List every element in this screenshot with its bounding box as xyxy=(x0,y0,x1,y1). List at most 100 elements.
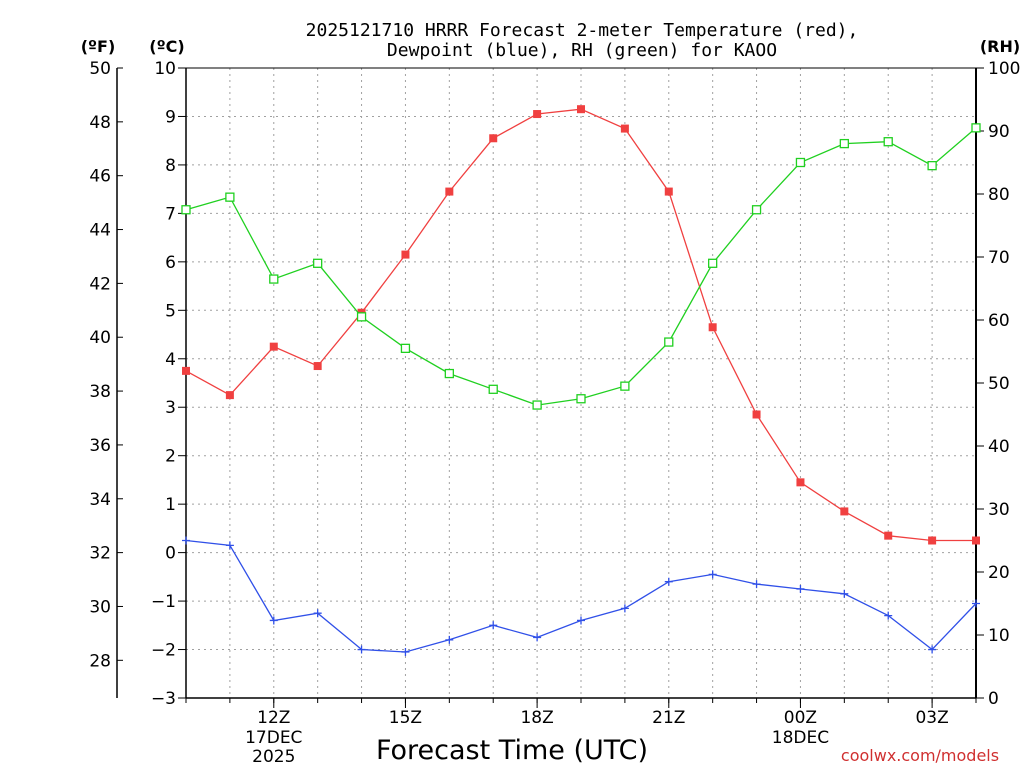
x-tick-label: 00Z xyxy=(784,708,817,728)
rh-point xyxy=(883,137,893,147)
celsius-tick-label: 8 xyxy=(165,156,176,176)
rh-point xyxy=(225,192,235,202)
rh-tick-label: 90 xyxy=(988,122,1010,142)
dewpoint-point xyxy=(313,609,322,618)
dewpoint-point xyxy=(489,621,498,630)
dewpoint-point xyxy=(884,611,893,620)
rh-point xyxy=(839,138,849,149)
celsius-tick-label: 0 xyxy=(165,544,176,564)
rh-tick-label: 80 xyxy=(988,185,1010,205)
temperature-point xyxy=(796,478,805,487)
series-layer xyxy=(181,105,981,656)
axes-layer: −3−2−10123456789102830323436384042444648… xyxy=(89,59,1020,767)
fahrenheit-tick-label: 44 xyxy=(89,221,111,241)
dewpoint-point xyxy=(445,635,454,644)
fahrenheit-tick-label: 28 xyxy=(89,651,111,671)
temperature-point xyxy=(313,362,322,371)
rh-point xyxy=(708,258,718,268)
rh-point xyxy=(444,368,454,379)
celsius-unit-label: (ºC) xyxy=(149,37,184,56)
x-tick-sublabel: 18DEC xyxy=(772,728,829,748)
rh-tick-label: 10 xyxy=(988,626,1010,646)
rh-point xyxy=(620,381,630,391)
temperature-point xyxy=(664,187,673,196)
rh-point xyxy=(400,343,411,354)
fahrenheit-tick-label: 42 xyxy=(89,274,111,294)
fahrenheit-tick-label: 40 xyxy=(89,328,111,348)
rh-point xyxy=(664,337,674,347)
x-tick-label: 12Z xyxy=(257,708,290,728)
celsius-tick-label: 9 xyxy=(165,107,176,127)
celsius-tick-label: 3 xyxy=(165,398,176,418)
celsius-tick-label: 6 xyxy=(165,253,176,273)
rh-tick-label: 40 xyxy=(988,437,1010,457)
rh-point xyxy=(181,205,191,215)
x-tick-label: 03Z xyxy=(915,708,948,728)
x-tick-sublabel: 17DEC xyxy=(245,728,302,748)
celsius-tick-label: −1 xyxy=(151,592,176,612)
celsius-tick-label: −2 xyxy=(151,641,176,661)
x-axis-label: Forecast Time (UTC) xyxy=(376,735,648,766)
dewpoint-point xyxy=(840,589,849,598)
rh-point xyxy=(927,160,937,171)
fahrenheit-tick-label: 46 xyxy=(89,167,111,187)
fahrenheit-unit-label: (ºF) xyxy=(81,37,116,56)
temperature-point xyxy=(489,134,498,143)
fahrenheit-tick-label: 30 xyxy=(89,597,111,617)
celsius-tick-label: 1 xyxy=(165,495,176,515)
x-tick-sublabel: 2025 xyxy=(252,747,295,767)
fahrenheit-tick-label: 32 xyxy=(89,544,111,564)
dewpoint-point xyxy=(708,570,717,579)
dewpoint-point xyxy=(577,616,585,625)
dewpoint-point xyxy=(928,645,937,654)
dewpoint-point xyxy=(620,604,629,613)
dewpoint-point xyxy=(796,584,805,593)
celsius-tick-label: 5 xyxy=(165,301,176,321)
rh-point xyxy=(488,384,498,394)
chart-title-line-1: 2025121710 HRRR Forecast 2-meter Tempera… xyxy=(306,20,859,41)
temperature-point xyxy=(577,105,585,114)
dewpoint-point xyxy=(357,645,366,654)
dewpoint-point xyxy=(972,599,980,608)
x-tick-label: 21Z xyxy=(652,708,685,728)
rh-tick-label: 30 xyxy=(988,500,1010,520)
dewpoint-point xyxy=(182,536,190,545)
dewpoint-point xyxy=(752,580,761,589)
temperature-point xyxy=(972,536,980,545)
rh-tick-label: 20 xyxy=(988,563,1010,583)
fahrenheit-tick-label: 34 xyxy=(89,490,111,510)
rh-point xyxy=(313,258,323,268)
temperature-point xyxy=(928,536,937,545)
celsius-tick-label: −3 xyxy=(151,689,176,709)
rh-point xyxy=(269,274,279,284)
fahrenheit-tick-label: 48 xyxy=(89,113,111,133)
temperature-point xyxy=(182,366,190,375)
celsius-tick-label: 2 xyxy=(165,447,176,467)
rh-tick-label: 60 xyxy=(988,311,1010,331)
fahrenheit-tick-label: 36 xyxy=(89,436,111,456)
rh-point xyxy=(795,157,806,168)
temperature-point xyxy=(269,342,278,351)
rh-point xyxy=(971,123,981,133)
rh-tick-label: 0 xyxy=(988,689,999,709)
temperature-point xyxy=(533,110,542,119)
rh-unit-label: (RH) xyxy=(980,37,1020,56)
celsius-tick-label: 4 xyxy=(165,350,176,370)
rh-point xyxy=(356,312,367,322)
dewpoint-point xyxy=(225,541,234,550)
x-tick-label: 15Z xyxy=(389,708,422,728)
temperature-point xyxy=(884,531,893,540)
celsius-tick-label: 7 xyxy=(165,204,176,224)
rh-point xyxy=(751,205,762,215)
dewpoint-point xyxy=(401,647,410,656)
fahrenheit-tick-label: 38 xyxy=(89,382,111,402)
temperature-point xyxy=(752,410,761,419)
dewpoint-point xyxy=(664,577,673,586)
temperature-point xyxy=(401,250,410,259)
temperature-point xyxy=(445,187,454,196)
rh-tick-label: 50 xyxy=(988,374,1010,394)
x-tick-label: 18Z xyxy=(520,708,553,728)
dewpoint-point xyxy=(533,633,542,642)
credit-text: coolwx.com/models xyxy=(841,746,999,765)
